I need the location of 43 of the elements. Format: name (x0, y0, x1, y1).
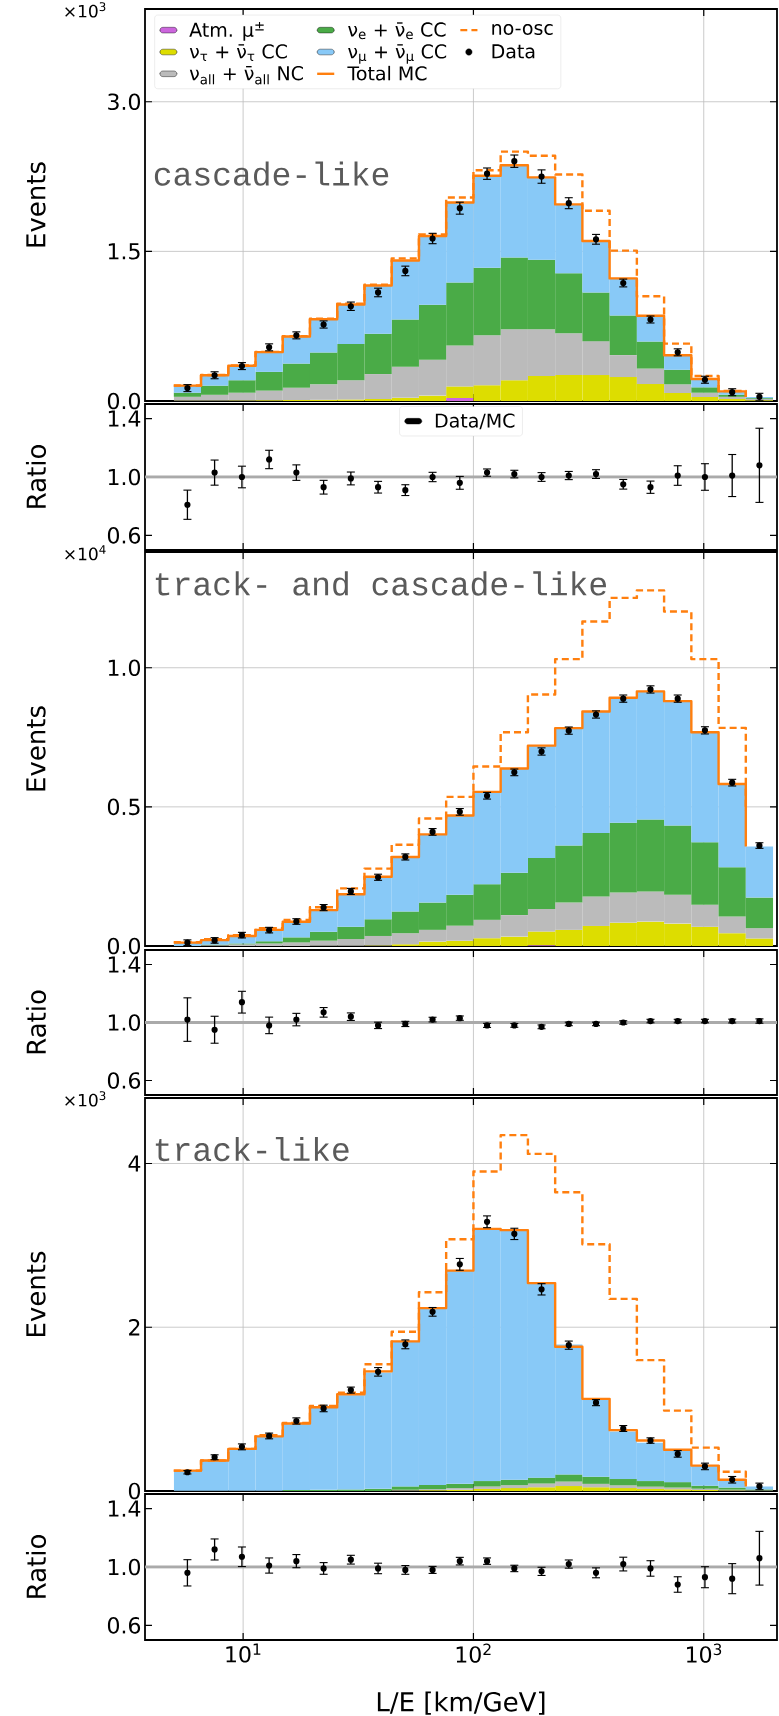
y-tick-label: 3.0 (108, 93, 140, 111)
y-tick-label: 0.0 (107, 392, 140, 410)
legend-label: Data/MC (435, 413, 515, 430)
legend-label: ν$_{μ}$ + ν̄$_{μ}$ CC (348, 44, 447, 64)
text: ×10$^{3}$ (65, 1091, 106, 1107)
legend-label: Data (492, 44, 535, 59)
annotation: cascade-like (154, 161, 389, 186)
y-axis-title: Events (26, 162, 46, 247)
y-axis-title: Ratio (25, 1534, 47, 1598)
y-axis-title: Events (26, 1251, 46, 1336)
y-tick-label: 1.0 (108, 1558, 140, 1576)
y-tick-label: 2 (129, 1319, 140, 1336)
y-axis-title: Ratio (25, 990, 47, 1054)
y-axis-title: Events (26, 706, 46, 791)
y-tick-label: 1.4 (108, 956, 141, 973)
y-tick-label: 1.5 (108, 243, 140, 260)
y-tick-label: 0.6 (107, 527, 141, 544)
annotation: track- and cascade-like (155, 571, 606, 596)
y-axis-title: Ratio (25, 444, 47, 508)
y-tick-label: 0.6 (107, 1617, 141, 1634)
y-tick-label: 0.0 (107, 937, 140, 955)
y-tick-label: 1.0 (108, 659, 140, 677)
legend-label: no-osc (492, 24, 553, 35)
y-tick-label: 1.0 (108, 468, 140, 486)
y-tick-label: 1.0 (108, 1014, 140, 1031)
legend-label: ν$_{τ}$ + ν̄$_{τ}$ CC (189, 44, 287, 61)
text: ×10$^{3}$ (65, 2, 106, 18)
x-tick-label: 10$^{3}$ (687, 1643, 722, 1663)
x-axis-title: L/E [km/GeV] (377, 1691, 545, 1715)
legend-label: ν$_{e}$ + ν̄$_{e}$ CC (348, 22, 446, 40)
y-tick-label: 0.6 (107, 1072, 141, 1089)
x-tick-label: 10$^{1}$ (226, 1643, 261, 1663)
x-tick-label: 10$^{2}$ (456, 1643, 491, 1663)
y-tick-label: 4 (128, 1155, 141, 1172)
y-tick-label: 0 (128, 1482, 140, 1500)
legend-label: ν$_{all}$ + ν̄$_{all}$ NC (189, 65, 303, 85)
annotation: track-like (155, 1136, 349, 1162)
y-tick-label: 0.5 (107, 798, 140, 816)
text: ×10$^{4}$ (65, 545, 106, 561)
y-tick-label: 1.4 (108, 1500, 141, 1517)
y-tick-label: 1.4 (108, 410, 141, 427)
legend-label: Total MC (347, 65, 427, 81)
legend-label: Atm. μ$^{±}$ (189, 22, 264, 41)
